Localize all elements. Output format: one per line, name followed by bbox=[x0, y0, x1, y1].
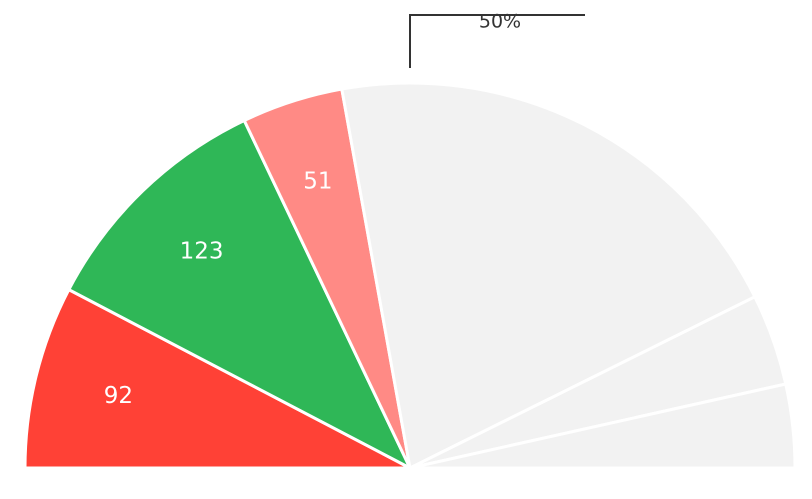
slice-label: 123 bbox=[180, 238, 224, 264]
slice bbox=[340, 81, 757, 471]
slice-label: 51 bbox=[303, 169, 332, 195]
slice bbox=[409, 382, 797, 470]
slice bbox=[66, 118, 414, 472]
slice bbox=[23, 287, 411, 470]
threshold-line bbox=[409, 14, 585, 68]
threshold-label: 50% bbox=[479, 11, 521, 33]
slice-label: 92 bbox=[104, 383, 133, 409]
